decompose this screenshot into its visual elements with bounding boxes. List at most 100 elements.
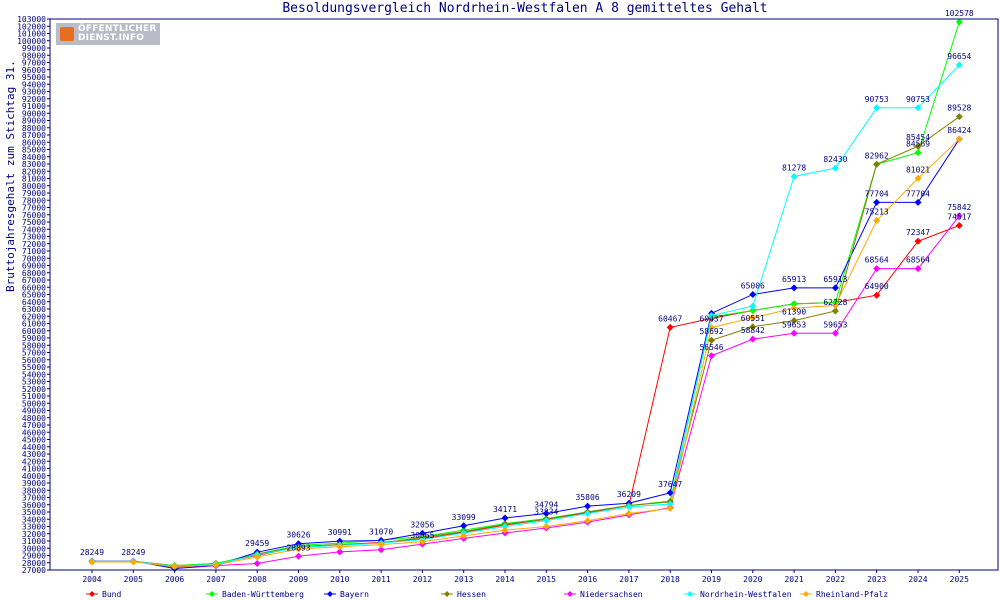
y-tick-label: 27000	[22, 566, 46, 575]
data-label: 59653	[823, 320, 847, 329]
x-axis-ticks: 2004 2005 2006 2007 2008 2009 2010 2011 2012 2013…	[82, 570, 969, 584]
data-label: 28893	[286, 543, 310, 552]
data-point	[790, 304, 798, 312]
data-label: 28249	[80, 548, 104, 557]
x-tick-label: 2007	[206, 575, 225, 584]
data-point	[501, 514, 509, 522]
data-point	[253, 553, 261, 561]
y-tick-label: 46000	[22, 428, 46, 437]
data-point	[584, 509, 592, 517]
data-label: 96654	[947, 52, 971, 61]
y-tick-label: 35000	[22, 508, 46, 517]
data-point	[749, 335, 757, 343]
data-label: 36209	[617, 490, 641, 499]
data-point	[336, 543, 344, 551]
data-point	[708, 312, 715, 320]
data-point	[831, 307, 839, 315]
y-tick-label: 60000	[22, 327, 46, 336]
x-tick-label: 2014	[495, 575, 514, 584]
data-point	[542, 523, 550, 530]
data-label: 90753	[906, 95, 930, 104]
y-tick-label: 51000	[22, 392, 46, 401]
y-tick-label: 77000	[22, 204, 46, 213]
data-label: 68564	[906, 256, 930, 265]
data-point	[914, 198, 922, 206]
data-point	[831, 164, 839, 172]
series-line	[92, 21, 960, 567]
x-tick-label: 2009	[289, 575, 308, 584]
y-tick-label: 70000	[22, 254, 46, 263]
series-lines	[92, 21, 960, 570]
data-point	[666, 489, 674, 497]
data-point	[336, 537, 344, 545]
data-label: 90753	[865, 95, 889, 104]
y-tick-label: 62000	[22, 312, 46, 321]
y-tick-label: 94000	[22, 80, 46, 89]
y-tick-label: 86000	[22, 138, 46, 147]
y-tick-label: 57000	[22, 349, 46, 358]
y-tick-label: 50000	[22, 399, 46, 408]
x-tick-label: 2021	[784, 575, 803, 584]
y-tick-label: 31000	[22, 537, 46, 546]
y-axis-label-text: Bruttojahresgehalt zum Stichtag 31.10.	[4, 62, 17, 292]
data-point	[501, 523, 509, 530]
y-tick-label: 88000	[22, 124, 46, 133]
y-tick-label: 83000	[22, 160, 46, 169]
data-label: 60467	[658, 314, 682, 323]
data-label: 33099	[452, 513, 476, 522]
y-tick-label: 45000	[22, 436, 46, 445]
y-tick-label: 69000	[22, 262, 46, 271]
data-point	[749, 323, 757, 331]
data-point	[955, 135, 963, 143]
legend-marker	[444, 591, 450, 597]
data-point	[955, 222, 963, 230]
data-point	[625, 503, 633, 511]
y-tick-label: 32000	[22, 530, 46, 539]
y-tick-label: 84000	[22, 153, 46, 162]
data-point	[749, 290, 757, 298]
y-tick-label: 36000	[22, 501, 46, 510]
x-tick-label: 2019	[702, 575, 721, 584]
data-point	[88, 558, 96, 566]
data-label: 30565	[410, 531, 434, 540]
data-label: 65006	[741, 281, 765, 290]
data-point	[914, 149, 922, 157]
legend-marker	[89, 591, 95, 597]
data-point	[955, 61, 963, 69]
legend-label: Niedersachsen	[580, 590, 643, 599]
x-tick-label: 2015	[537, 575, 556, 584]
data-label: 31070	[369, 527, 393, 536]
y-tick-label: 72000	[22, 240, 46, 249]
data-point	[129, 558, 137, 566]
data-point	[790, 329, 798, 337]
x-tick-label: 2025	[950, 575, 969, 584]
data-point	[955, 113, 963, 121]
legend-label: Nordrhein-Westfalen	[700, 590, 792, 599]
data-label: 86424	[947, 126, 971, 135]
y-tick-label: 89000	[22, 117, 46, 126]
data-point	[295, 545, 302, 553]
y-tick-label: 67000	[22, 276, 46, 285]
data-point	[212, 561, 220, 569]
series-points	[88, 18, 963, 573]
data-point	[790, 317, 798, 325]
y-tick-label: 28000	[22, 559, 46, 568]
y-tick-label: 96000	[22, 66, 46, 75]
legend-label: Hessen	[457, 590, 486, 599]
data-point	[377, 541, 385, 549]
y-tick-label: 39000	[22, 479, 46, 488]
y-tick-label: 82000	[22, 167, 46, 176]
data-point	[790, 284, 798, 292]
y-tick-label: 102000	[17, 22, 46, 31]
data-label: 81278	[782, 163, 806, 172]
data-point	[914, 265, 922, 273]
y-tick-label: 61000	[22, 320, 46, 329]
data-label: 35806	[576, 493, 600, 502]
data-label: 64900	[865, 282, 889, 291]
y-tick-label: 38000	[22, 486, 46, 495]
data-label: 61390	[782, 308, 806, 317]
x-tick-label: 2004	[82, 575, 101, 584]
y-axis-label: Bruttojahresgehalt zum Stichtag 31.10.	[2, 62, 18, 292]
data-label: 65913	[823, 275, 847, 284]
